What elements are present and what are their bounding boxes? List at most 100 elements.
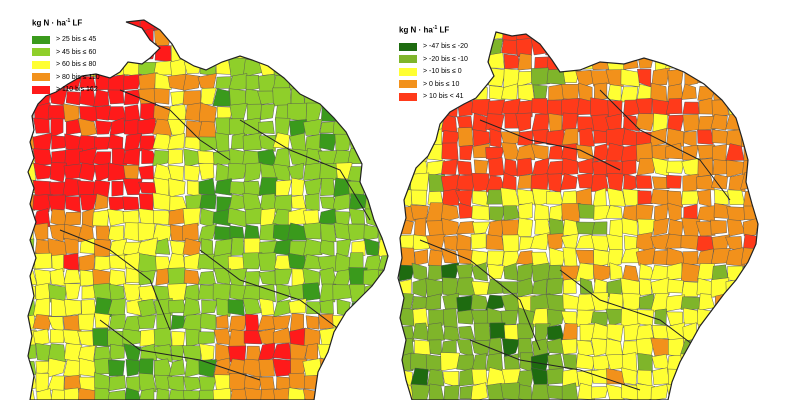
district-region: [697, 129, 714, 145]
district-region: [197, 150, 217, 166]
district-region: [471, 262, 488, 282]
district-region: [442, 277, 458, 297]
district-region: [620, 247, 640, 264]
district-region: [182, 74, 201, 91]
district-region: [109, 28, 127, 46]
district-region: [547, 173, 563, 193]
district-region: [363, 178, 381, 197]
district-region: [184, 42, 200, 62]
district-region: [742, 39, 758, 57]
district-region: [77, 387, 98, 400]
district-region: [697, 32, 715, 43]
district-region: [79, 76, 97, 89]
district-region: [575, 262, 594, 282]
district-region: [377, 285, 388, 301]
district-region: [398, 264, 416, 282]
district-region: [108, 43, 128, 61]
district-region: [605, 383, 625, 400]
district-region: [456, 233, 472, 252]
district-region: [755, 128, 758, 147]
district-region: [288, 29, 306, 47]
district-region: [273, 42, 291, 62]
district-region: [125, 359, 143, 377]
district-region: [332, 358, 352, 375]
district-region: [152, 149, 170, 167]
district-region: [28, 314, 36, 330]
legend-swatch: [32, 48, 50, 57]
state-border: [559, 269, 701, 351]
district-region: [365, 327, 383, 347]
district-region: [561, 52, 579, 69]
district-region: [743, 189, 758, 208]
district-region: [725, 368, 746, 388]
district-region: [318, 57, 334, 75]
district-region: [591, 386, 609, 400]
district-region: [125, 376, 142, 393]
district-region: [682, 368, 699, 388]
district-region: [425, 293, 442, 311]
district-region: [303, 374, 322, 391]
district-region: [411, 112, 430, 132]
district-region: [109, 20, 127, 30]
district-region: [228, 315, 248, 333]
district-region: [442, 308, 458, 328]
district-region: [441, 114, 458, 133]
district-region: [93, 238, 112, 258]
district-region: [213, 42, 232, 60]
district-region: [681, 281, 701, 298]
district-region: [622, 173, 637, 193]
district-region: [427, 249, 443, 267]
district-region: [94, 136, 112, 150]
district-region: [302, 73, 323, 92]
district-region: [244, 313, 260, 333]
district-region: [334, 387, 351, 400]
district-region: [710, 173, 728, 190]
district-region: [32, 328, 50, 346]
district-region: [140, 27, 154, 47]
district-region: [591, 235, 611, 252]
district-region: [126, 42, 142, 62]
district-region: [138, 72, 158, 90]
district-region: [503, 205, 520, 221]
district-region: [302, 267, 320, 286]
district-region: [245, 207, 263, 225]
state-border: [99, 319, 261, 381]
district-region: [200, 87, 217, 105]
district-region: [137, 388, 155, 400]
district-region: [318, 72, 336, 90]
district-region: [711, 32, 731, 41]
district-region: [726, 83, 743, 100]
district-region: [726, 39, 744, 56]
district-region: [379, 163, 388, 181]
district-region: [593, 129, 609, 144]
district-region: [363, 28, 379, 48]
district-region: [501, 219, 520, 237]
district-region: [441, 142, 459, 161]
district-region: [726, 385, 746, 400]
district-region: [229, 388, 248, 400]
district-region: [243, 330, 263, 345]
district-region: [651, 157, 670, 177]
district-region: [332, 343, 351, 363]
district-region: [548, 203, 566, 222]
district-region: [214, 178, 232, 196]
district-region: [168, 359, 186, 377]
district-region: [137, 298, 157, 318]
district-region: [577, 203, 596, 219]
district-region: [682, 251, 699, 265]
district-region: [517, 217, 534, 237]
district-region: [348, 118, 364, 136]
district-region: [410, 128, 430, 148]
district-region: [244, 387, 262, 400]
district-region: [214, 132, 230, 152]
district-region: [78, 162, 97, 182]
district-region: [107, 89, 125, 105]
district-region: [47, 357, 66, 378]
district-region: [334, 20, 353, 32]
district-region: [620, 68, 640, 87]
district-region: [317, 389, 336, 400]
district-region: [123, 27, 141, 47]
right-legend: kg N · ha-1 LF > -47 bis ≤ -20 > -20 bis…: [399, 25, 468, 103]
district-region: [743, 277, 758, 297]
